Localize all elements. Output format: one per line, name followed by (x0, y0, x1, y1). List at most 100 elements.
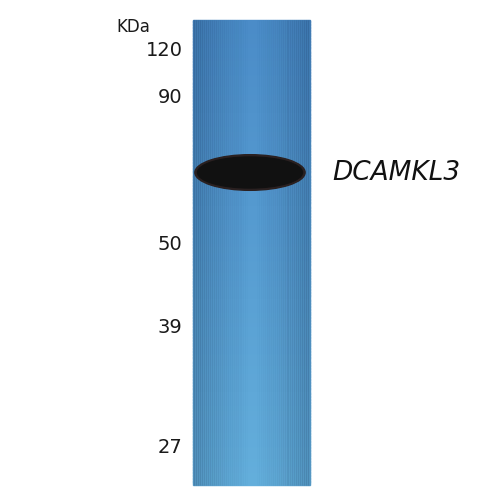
Bar (192, 204, 310, 206)
Bar (226, 20, 228, 485)
Bar (192, 56, 310, 58)
Bar (192, 288, 310, 290)
Bar (273, 20, 274, 485)
Bar (192, 460, 310, 462)
Bar (192, 427, 310, 429)
Bar (192, 117, 310, 119)
Bar (192, 303, 310, 305)
Bar (192, 131, 310, 133)
Bar (192, 210, 310, 212)
Bar (192, 416, 310, 418)
Bar (192, 264, 310, 266)
Bar (192, 300, 310, 302)
Bar (192, 432, 310, 434)
Bar (192, 172, 310, 173)
Text: 120: 120 (146, 40, 182, 60)
Bar (224, 20, 226, 485)
Bar (192, 314, 310, 316)
Bar (192, 455, 310, 457)
Bar (192, 466, 310, 468)
Bar (192, 401, 310, 403)
Bar (298, 20, 300, 485)
Bar (192, 336, 310, 338)
Bar (192, 94, 310, 96)
Bar (192, 282, 310, 284)
Bar (192, 26, 310, 28)
Bar (198, 20, 200, 485)
Text: DCAMKL3: DCAMKL3 (332, 160, 460, 186)
Bar (192, 164, 310, 166)
Bar (192, 412, 310, 414)
Bar (192, 435, 310, 437)
Bar (192, 441, 310, 443)
Bar (192, 284, 310, 286)
Bar (236, 20, 238, 485)
Bar (192, 334, 310, 336)
Bar (192, 270, 310, 272)
Bar (192, 206, 310, 208)
Bar (192, 388, 310, 390)
Bar (192, 198, 310, 200)
Bar (192, 182, 310, 184)
Bar (192, 384, 310, 386)
Bar (292, 20, 294, 485)
Bar (206, 20, 208, 485)
Bar (192, 452, 310, 454)
Bar (192, 434, 310, 436)
Bar (306, 20, 308, 485)
Bar (192, 52, 310, 54)
Bar (208, 20, 210, 485)
Bar (240, 20, 242, 485)
Bar (192, 393, 310, 395)
Bar (244, 20, 246, 485)
Bar (192, 356, 310, 358)
Bar (192, 218, 310, 220)
Bar (192, 150, 310, 152)
Bar (192, 280, 310, 282)
Bar (192, 286, 310, 288)
Bar (192, 63, 310, 65)
Bar (192, 345, 310, 347)
Bar (192, 364, 310, 366)
Bar (204, 20, 206, 485)
Bar (192, 214, 310, 216)
Bar (192, 96, 310, 98)
Bar (192, 20, 194, 485)
Bar (192, 35, 310, 37)
Bar (308, 20, 310, 485)
Bar (192, 438, 310, 440)
Bar (192, 165, 310, 167)
Bar (259, 20, 261, 485)
Bar (255, 20, 257, 485)
Bar (220, 20, 222, 485)
Bar (192, 82, 310, 84)
Bar (192, 226, 310, 228)
Bar (192, 413, 310, 415)
Bar (192, 24, 310, 26)
Bar (192, 146, 310, 148)
Bar (192, 246, 310, 248)
Bar (192, 456, 310, 458)
Bar (192, 208, 310, 210)
Bar (275, 20, 276, 485)
Bar (192, 252, 310, 254)
Bar (192, 353, 310, 355)
Bar (192, 77, 310, 79)
Bar (192, 326, 310, 328)
Bar (192, 220, 310, 222)
Bar (192, 296, 310, 298)
Bar (192, 283, 310, 285)
Bar (192, 202, 310, 204)
Bar (192, 188, 310, 190)
Bar (192, 34, 310, 35)
Bar (192, 49, 310, 51)
Bar (192, 43, 310, 45)
Bar (192, 272, 310, 274)
Bar (192, 464, 310, 466)
Bar (192, 68, 310, 70)
Bar (192, 111, 310, 113)
Bar (192, 235, 310, 237)
Bar (192, 386, 310, 388)
Bar (192, 160, 310, 162)
Bar (192, 122, 310, 124)
